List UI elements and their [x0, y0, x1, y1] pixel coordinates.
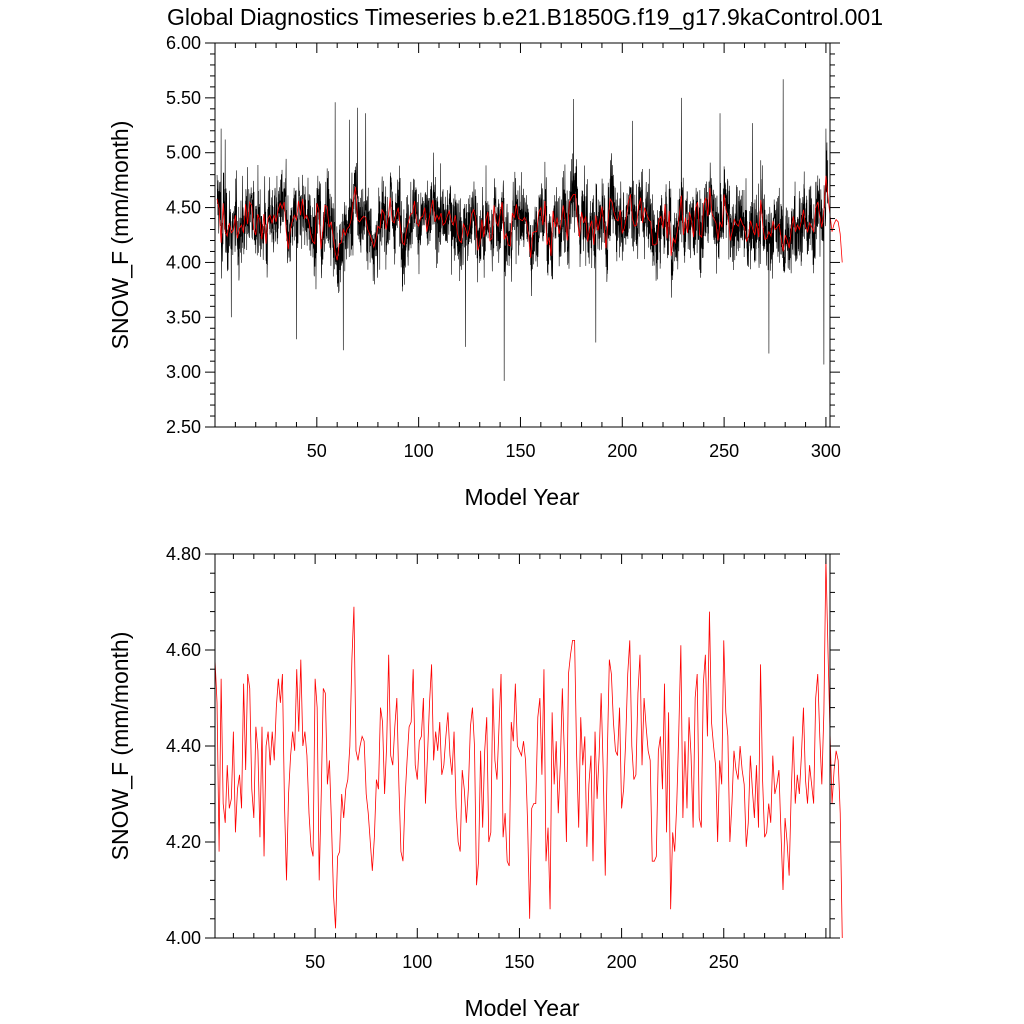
bottom-x-axis-label: Model Year	[464, 995, 579, 1021]
y-tick-label: 4.00	[166, 928, 201, 948]
y-tick-label: 4.60	[166, 640, 201, 660]
y-tick-label: 4.00	[166, 252, 201, 272]
x-tick-label: 300	[811, 441, 841, 461]
y-tick-label: 6.00	[166, 33, 201, 53]
x-tick-label: 50	[305, 952, 325, 972]
annual-series-line	[214, 558, 843, 939]
x-tick-label: 50	[307, 441, 327, 461]
x-tick-label: 150	[505, 441, 535, 461]
y-tick-label: 4.50	[166, 198, 201, 218]
top-tick-labels: 50 100 150 200 250 300 2.50 3.00 3.50 4.00 4.50 5.0…	[166, 33, 841, 461]
y-tick-label: 4.20	[166, 832, 201, 852]
x-tick-label: 250	[709, 952, 739, 972]
x-tick-label: 200	[607, 441, 637, 461]
bottom-panel: 50 100 150 200 250 4.00 4.20 4.40 4.60 4.80 Model…	[107, 544, 843, 1021]
x-tick-label: 100	[404, 441, 434, 461]
bottom-plot-area	[214, 558, 843, 939]
bottom-tick-labels: 50 100 150 200 250 4.00 4.20 4.40 4.60 4.80	[166, 544, 739, 972]
x-tick-label: 200	[607, 952, 637, 972]
top-plot-frame	[214, 42, 831, 428]
top-plot-area	[216, 79, 843, 381]
x-tick-label: 100	[402, 952, 432, 972]
y-tick-label: 5.50	[166, 88, 201, 108]
y-tick-label: 2.50	[166, 417, 201, 437]
bottom-axis-ticks	[205, 553, 840, 939]
top-x-axis-label: Model Year	[464, 484, 579, 510]
figure-title: Global Diagnostics Timeseries b.e21.B185…	[167, 4, 883, 30]
y-tick-label: 4.40	[166, 736, 201, 756]
top-y-axis-label: SNOW_F (mm/month)	[107, 121, 133, 350]
x-tick-label: 250	[709, 441, 739, 461]
y-tick-label: 3.50	[166, 307, 201, 327]
top-axis-ticks	[205, 42, 840, 428]
bottom-y-axis-label: SNOW_F (mm/month)	[107, 632, 133, 861]
y-tick-label: 4.80	[166, 544, 201, 564]
y-tick-label: 5.00	[166, 143, 201, 163]
top-panel: 50 100 150 200 250 300 2.50 3.00 3.50 4.00 4.50 5.0…	[107, 33, 843, 510]
monthly-series-line	[216, 79, 829, 381]
x-tick-label: 150	[504, 952, 534, 972]
annual-series-line	[216, 175, 843, 263]
y-tick-label: 3.00	[166, 362, 201, 382]
